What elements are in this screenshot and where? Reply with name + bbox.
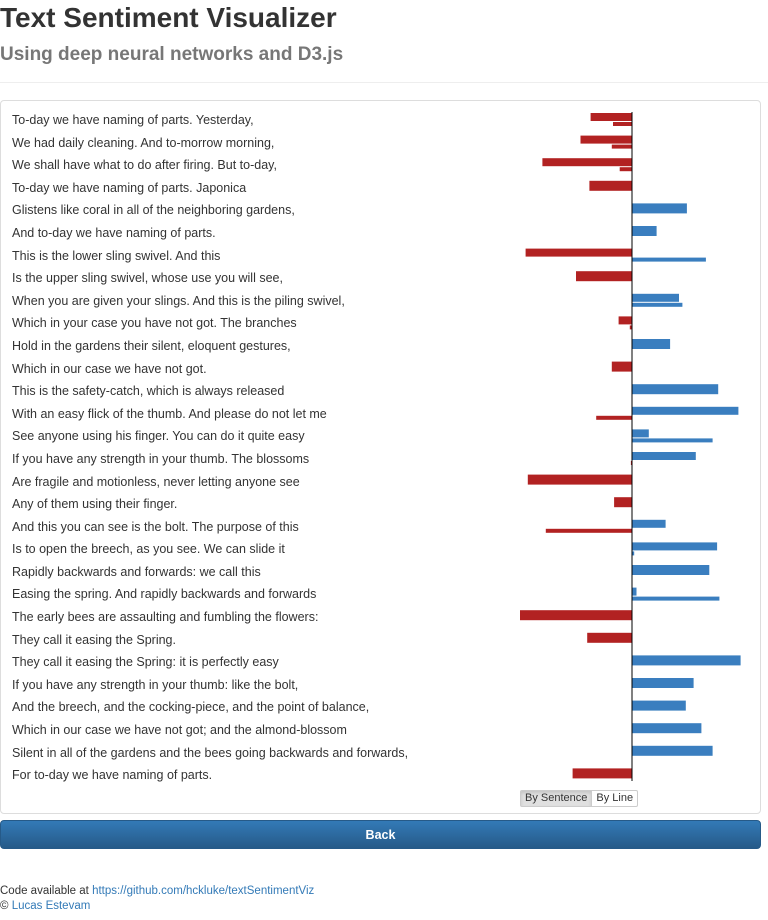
negative-sentiment-bar: [596, 415, 632, 420]
positive-sentiment-bar: [632, 700, 686, 711]
text-line: Which in your case you have not got. The…: [12, 316, 297, 331]
text-line: Any of them using their finger.: [12, 497, 178, 512]
text-line: Rapidly backwards and forwards: we call …: [12, 564, 261, 579]
text-line: If you have any strength in your thumb: …: [12, 677, 299, 692]
sentiment-bar-chart: [520, 112, 741, 781]
positive-sentiment-bar: [632, 406, 739, 415]
negative-sentiment-bar: [630, 461, 632, 465]
negative-sentiment-bar: [619, 167, 632, 172]
code-prefix: Code available at: [0, 885, 93, 897]
text-line: Which in our case we have not got; and t…: [12, 723, 347, 738]
positive-sentiment-bar: [632, 587, 637, 596]
text-line: To-day we have naming of parts. Japonica: [12, 180, 247, 195]
text-line: For to-day we have naming of parts.: [12, 768, 213, 783]
text-line: Easing the spring. And rapidly backwards…: [12, 587, 317, 602]
page-title: Text Sentiment Visualizer: [0, 2, 337, 33]
negative-sentiment-bar: [590, 113, 632, 121]
positive-sentiment-bar: [632, 745, 713, 756]
negative-sentiment-bar: [576, 271, 632, 282]
positive-sentiment-bar: [632, 203, 687, 214]
negative-sentiment-bar: [520, 610, 632, 621]
positive-sentiment-bar: [632, 542, 718, 551]
text-line: And to-day we have naming of parts.: [12, 225, 216, 240]
negative-sentiment-bar: [611, 361, 632, 372]
text-line: Silent in all of the gardens and the bee…: [12, 745, 409, 760]
text-line: Which in our case we have not got.: [12, 361, 207, 376]
positive-sentiment-bar: [632, 723, 702, 734]
positive-sentiment-bar: [632, 452, 696, 460]
negative-sentiment-bar: [611, 144, 632, 149]
positive-sentiment-bar: [632, 551, 635, 556]
text-line: They call it easing the Spring.: [12, 632, 176, 647]
positive-sentiment-bar: [632, 565, 710, 575]
text-line: With an easy flick of the thumb. And ple…: [12, 406, 327, 421]
poem-text-lines: To-day we have naming of parts. Yesterda…: [12, 109, 512, 787]
text-line: This is the safety-catch, which is alway…: [12, 384, 285, 399]
by-sentence-button[interactable]: By Sentence: [520, 790, 593, 807]
positive-sentiment-bar: [632, 655, 741, 666]
back-button[interactable]: Back: [0, 820, 761, 849]
author-link[interactable]: Lucas Estevam: [11, 900, 91, 912]
positive-sentiment-bar: [632, 339, 671, 349]
header-divider: [0, 82, 768, 83]
text-line: See anyone using his finger. You can do …: [12, 429, 305, 444]
positive-sentiment-bar: [632, 293, 679, 302]
negative-sentiment-bar: [545, 528, 632, 533]
negative-sentiment-bar: [525, 248, 632, 257]
positive-sentiment-bar: [632, 596, 720, 601]
positive-sentiment-bar: [632, 678, 694, 688]
text-line: This is the lower sling swivel. And this: [12, 248, 221, 263]
negative-sentiment-bar: [629, 325, 632, 330]
text-line: Glistens like coral in all of the neighb…: [12, 203, 295, 218]
negative-sentiment-bar: [613, 122, 632, 126]
footer: Code available at https://github.com/hck…: [0, 884, 314, 914]
by-line-button[interactable]: By Line: [592, 790, 639, 807]
page-subtitle: Using deep neural networks and D3.js: [0, 44, 344, 65]
text-line: Is to open the breech, as you see. We ca…: [12, 542, 285, 557]
negative-sentiment-bar: [542, 158, 632, 167]
text-line: If you have any strength in your thumb. …: [12, 451, 310, 466]
positive-sentiment-bar: [632, 226, 657, 236]
positive-sentiment-bar: [632, 302, 683, 307]
text-line: The early bees are assaulting and fumbli…: [12, 610, 319, 625]
negative-sentiment-bar: [572, 768, 632, 779]
text-line: Is the upper sling swivel, whose use you…: [12, 271, 283, 286]
text-line: And the breech, and the cocking-piece, a…: [12, 700, 370, 715]
copyright: © Lucas Estevam: [0, 899, 314, 914]
granularity-toggle: By Sentence By Line: [520, 790, 639, 807]
positive-sentiment-bar: [632, 429, 649, 438]
text-line: Hold in the gardens their silent, eloque…: [12, 338, 291, 353]
negative-sentiment-bar: [589, 180, 632, 191]
text-line: To-day we have naming of parts. Yesterda…: [12, 113, 254, 127]
text-line: They call it easing the Spring: it is pe…: [12, 655, 279, 670]
text-line: When you are given your slings. And this…: [12, 293, 345, 308]
positive-sentiment-bar: [632, 257, 706, 262]
text-line: Are fragile and motionless, never lettin…: [12, 474, 300, 489]
text-line: We shall have what to do after firing. B…: [12, 158, 277, 173]
negative-sentiment-bar: [618, 316, 632, 325]
text-line: And this you can see is the bolt. The pu…: [12, 519, 299, 534]
text-line: We had daily cleaning. And to-morrow mor…: [12, 135, 275, 150]
copyright-symbol: ©: [0, 900, 9, 912]
positive-sentiment-bar: [632, 384, 719, 395]
negative-sentiment-bar: [527, 474, 632, 485]
github-link[interactable]: https://github.com/hckluke/textSentiment…: [92, 885, 315, 897]
positive-sentiment-bar: [632, 519, 666, 528]
negative-sentiment-bar: [587, 632, 632, 643]
code-availability: Code available at https://github.com/hck…: [0, 884, 314, 899]
positive-sentiment-bar: [632, 438, 713, 443]
negative-sentiment-bar: [614, 497, 632, 508]
negative-sentiment-bar: [580, 135, 632, 144]
